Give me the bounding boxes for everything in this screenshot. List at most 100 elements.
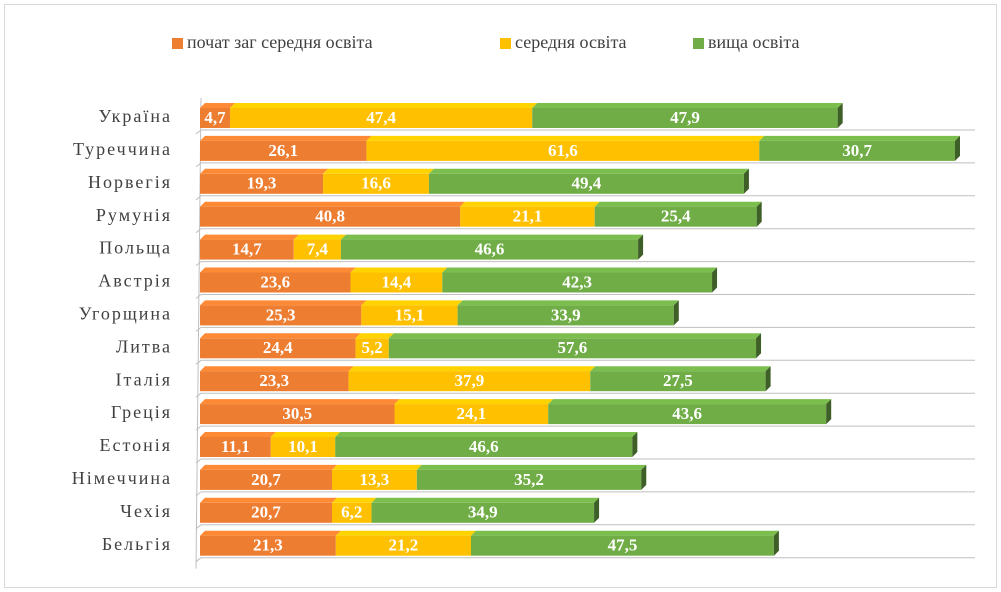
bar [200,437,271,457]
row-line [195,294,202,299]
bar-top [200,497,337,503]
bar [200,140,367,161]
bar [590,371,766,392]
bar-top [471,530,779,536]
data-label: 19,3 [247,174,277,193]
row-line [195,162,202,168]
row-line [195,359,202,365]
data-label: 14,7 [232,240,262,259]
row-line [195,261,202,266]
bar-top [394,399,554,405]
bar [366,140,760,161]
bar-side [743,168,749,194]
bars: Україна 4,7 47,4 47,9 Туреччина 26,1 61,6 30,7 Н… [72,103,960,556]
legend-swatch [172,38,183,49]
bar [331,502,372,523]
bar-top [331,497,377,503]
data-label: 11,1 [221,437,250,456]
bar [457,305,674,326]
bar-side [837,103,843,128]
bar-side [638,234,644,260]
row-line [195,425,202,431]
data-label: 13,3 [360,470,390,489]
row-line [195,557,202,563]
bar [323,173,429,194]
bar [200,469,332,490]
bar [200,206,461,227]
data-label: 20,7 [251,503,281,522]
bar [200,108,230,128]
bar [388,338,757,359]
bar-top [200,300,367,306]
row-line [195,458,202,464]
row-line [195,228,202,234]
data-label: 37,9 [455,371,485,390]
bar [394,404,549,425]
bar-top [355,333,394,339]
bar [200,502,332,523]
bar [471,535,774,556]
bar [200,535,336,556]
bar [759,140,955,161]
category-label: Естонія [99,435,172,455]
legend: почат заг середня освіта середня освіта ви… [172,32,800,52]
bar-top [340,234,644,240]
bar-top [200,267,356,273]
row-line [195,195,202,201]
bar-top [759,135,960,141]
bar [200,305,362,326]
data-label: 5,2 [362,338,383,357]
category-label: Австрія [98,271,172,291]
bar [348,371,591,392]
bar-top [200,366,354,372]
category-label: Литва [116,336,172,356]
bar-top [200,464,337,470]
data-label: 43,6 [672,404,702,423]
legend-label: вища освіта [708,32,800,52]
bar [371,502,595,523]
bar [416,469,642,490]
category-label: Норвегія [88,172,172,192]
data-label: 21,2 [389,536,419,555]
bar [229,108,533,128]
data-label: 21,3 [253,536,283,555]
bar-top [200,234,299,240]
bar [335,535,472,556]
bar-top [323,168,434,174]
bar-side [673,300,679,326]
bar [361,305,458,326]
data-label: 49,4 [572,174,602,193]
category-label: Угорщина [79,304,172,324]
bar [532,108,838,128]
data-label: 4,7 [204,108,226,127]
data-label: 24,1 [456,404,486,423]
category-label: Чехія [120,501,172,521]
bar-top [200,103,235,108]
data-label: 20,7 [251,470,281,489]
bar-side [594,497,600,523]
bar [200,404,395,425]
legend-label: почат заг середня освіта [187,32,373,52]
bar [200,173,324,194]
bar [200,239,294,260]
bar [355,338,389,359]
bar [270,437,336,457]
bar-top [270,432,341,437]
bar-side [765,366,771,392]
data-label: 16,6 [361,174,391,193]
bar-top [371,497,600,503]
bar-top [335,432,638,437]
data-label: 47,9 [670,108,700,127]
bar-side [756,333,762,359]
bar-top [594,201,762,207]
bar [428,173,744,194]
bar-top [200,432,276,437]
bar-top [200,530,341,536]
row-line [195,327,202,332]
bar-top [442,267,718,273]
bar-top [548,399,832,405]
data-label: 23,3 [259,371,289,390]
bar-top [200,135,372,141]
data-label: 40,8 [315,207,345,226]
data-label: 46,6 [475,240,505,259]
